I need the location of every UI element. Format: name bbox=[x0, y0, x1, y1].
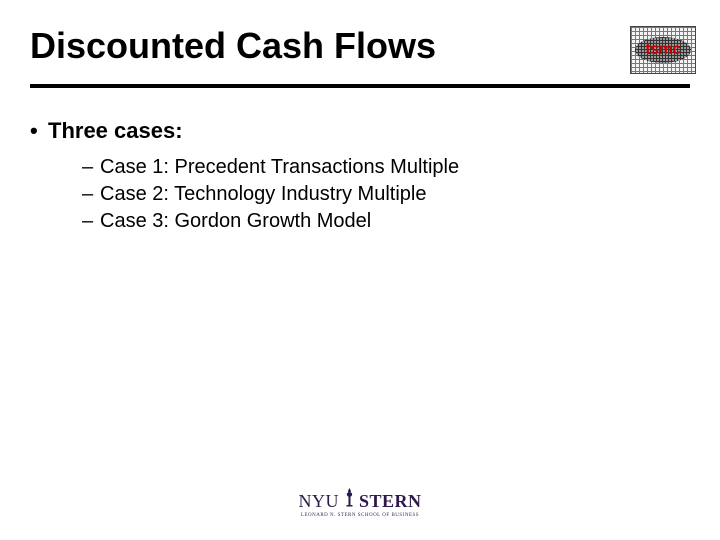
slide-title: Discounted Cash Flows bbox=[30, 26, 436, 66]
footer-logo-subtitle: LEONARD N. STERN SCHOOL OF BUSINESS bbox=[298, 513, 421, 518]
footer-logo-left: NYU bbox=[298, 491, 339, 512]
title-divider bbox=[30, 84, 690, 88]
sub-bullet-list: Case 1: Precedent Transactions Multiple … bbox=[30, 154, 690, 235]
list-item: Case 1: Precedent Transactions Multiple bbox=[82, 154, 690, 181]
content-area: Three cases: Case 1: Precedent Transacti… bbox=[30, 118, 690, 235]
tsmc-logo: tsmc bbox=[630, 26, 696, 74]
nyu-stern-logo: NYU STERN LEONARD N. STERN SCHOOL OF BUS… bbox=[298, 487, 421, 518]
header-row: Discounted Cash Flows tsmc bbox=[30, 26, 690, 74]
slide: Discounted Cash Flows tsmc Three cases: … bbox=[0, 0, 720, 540]
torch-icon bbox=[343, 487, 355, 512]
list-item: Case 3: Gordon Growth Model bbox=[82, 208, 690, 235]
logo-text: tsmc bbox=[645, 41, 680, 59]
bullet-heading: Three cases: bbox=[30, 118, 690, 144]
footer-logo-right: STERN bbox=[359, 491, 422, 512]
list-item: Case 2: Technology Industry Multiple bbox=[82, 181, 690, 208]
footer-logo-main: NYU STERN bbox=[298, 487, 421, 512]
